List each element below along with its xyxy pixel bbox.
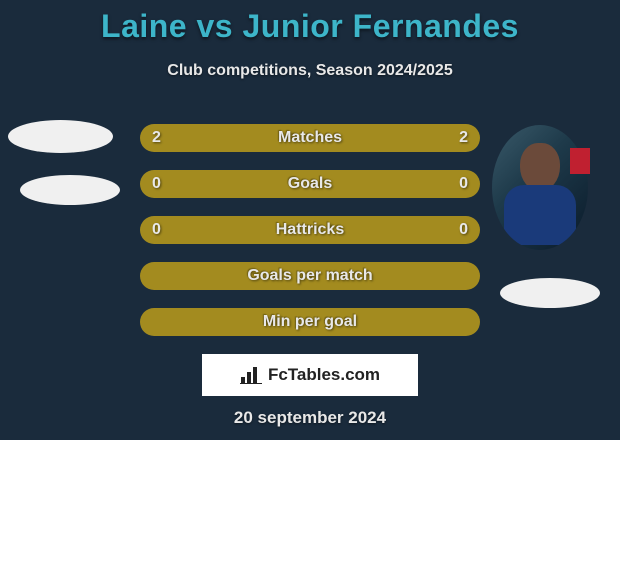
stat-bar-hattricks: 0 Hattricks 0 [140,216,480,244]
infographic-panel: Laine vs Junior Fernandes Club competiti… [0,0,620,440]
branding-label: FcTables.com [268,365,380,385]
stat-left-value: 2 [152,129,161,147]
player-left-flag-placeholder [20,175,120,205]
stat-label: Matches [278,129,342,147]
stat-label: Hattricks [276,221,344,239]
player-right-badge [570,148,590,174]
stat-bar-goals: 0 Goals 0 [140,170,480,198]
stat-bar-matches: 2 Matches 2 [140,124,480,152]
stat-label: Min per goal [263,313,357,331]
stat-bar-goals-per-match: Goals per match [140,262,480,290]
stat-right-value: 0 [459,221,468,239]
page-title: Laine vs Junior Fernandes [0,8,620,45]
page-subtitle: Club competitions, Season 2024/2025 [0,62,620,80]
bar-chart-icon [240,366,262,384]
stat-right-value: 0 [459,175,468,193]
footer-date: 20 september 2024 [0,408,620,428]
stat-right-value: 2 [459,129,468,147]
stat-label: Goals per match [247,267,372,285]
stats-bars: 2 Matches 2 0 Goals 0 0 Hattricks 0 Goal… [140,124,480,354]
branding-box: FcTables.com [202,354,418,396]
stat-left-value: 0 [152,175,161,193]
stat-left-value: 0 [152,221,161,239]
player-left-avatar-placeholder [8,120,113,153]
player-right-avatar [492,125,588,250]
stat-label: Goals [288,175,332,193]
stat-bar-min-per-goal: Min per goal [140,308,480,336]
player-right-flag-placeholder [500,278,600,308]
